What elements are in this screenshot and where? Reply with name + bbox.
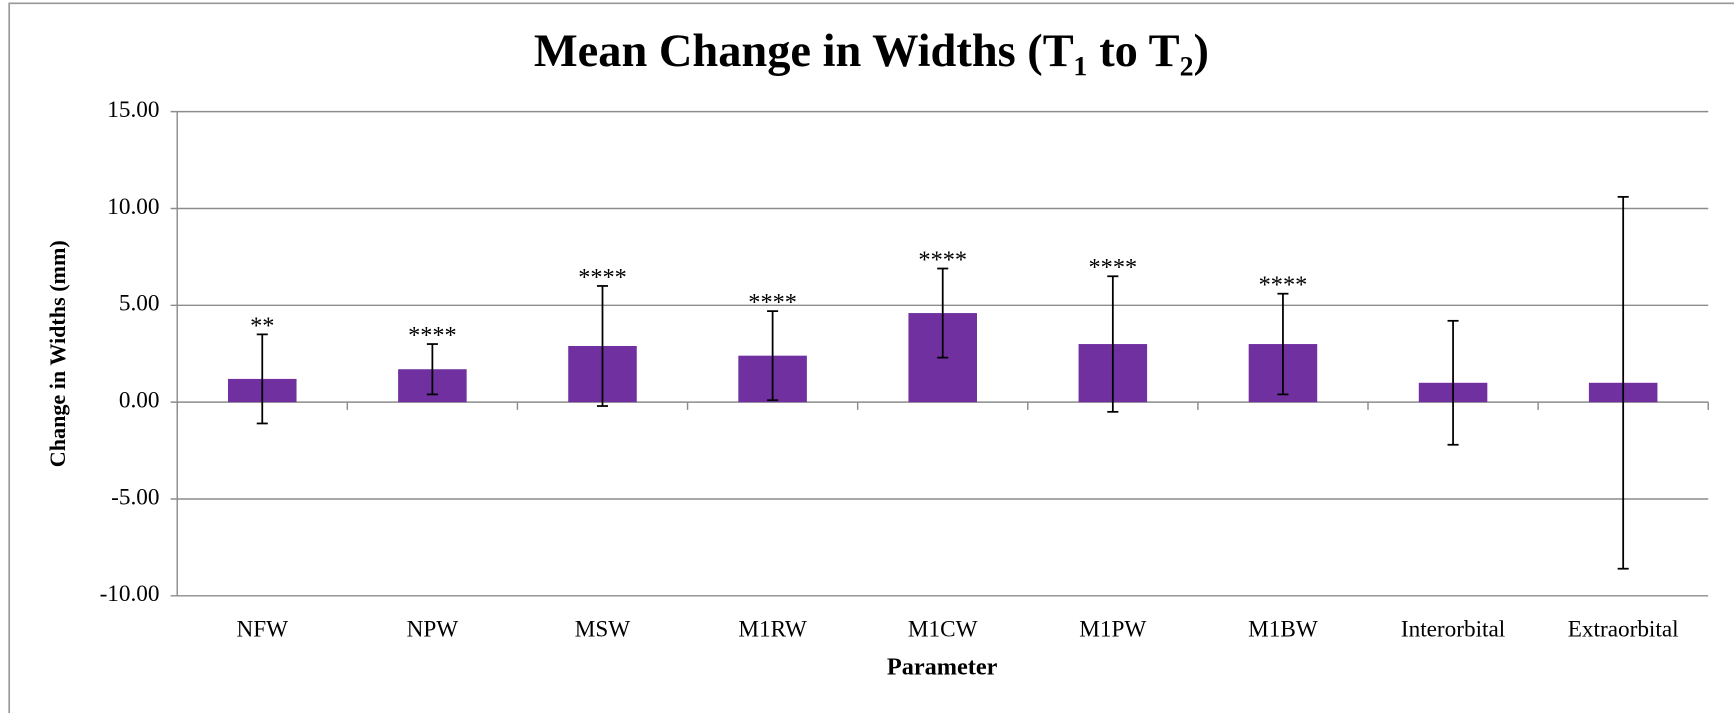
significance-label: ****	[578, 264, 627, 291]
error-bar	[1277, 292, 1289, 396]
y-tick-label: 0.00	[119, 387, 160, 413]
x-tick-label: M1BW	[1248, 617, 1318, 643]
y-tick-label: 15.00	[107, 97, 159, 123]
x-tick-label: NPW	[407, 617, 459, 643]
significance-label: ****	[918, 246, 967, 273]
error-bar	[256, 333, 268, 425]
x-tick-label: M1CW	[908, 617, 978, 643]
y-tick-label: 10.00	[107, 194, 159, 220]
significance-label: ****	[1089, 254, 1138, 281]
x-tick-label: M1PW	[1079, 617, 1146, 643]
error-bar	[1617, 195, 1629, 570]
x-tick-label: Interorbital	[1401, 617, 1505, 643]
x-tick-label: NFW	[236, 617, 288, 643]
chart-title: Mean Change in Widths (T₁ to T₂)	[534, 26, 1209, 77]
significance-label: ****	[1259, 272, 1308, 299]
x-tick-label: Extraorbital	[1568, 617, 1679, 643]
error-bar	[1107, 275, 1119, 413]
significance-label: ****	[408, 322, 457, 349]
error-bar	[596, 285, 609, 407]
significance-label: ****	[748, 289, 797, 316]
y-tick-label: -10.00	[100, 581, 160, 607]
chart-border	[8, 2, 1734, 718]
x-tick-label: M1RW	[738, 617, 806, 643]
y-tick-label: -5.00	[111, 484, 159, 510]
y-tick-label: 5.00	[119, 291, 160, 317]
error-bar	[937, 267, 949, 359]
error-bar	[767, 310, 779, 402]
significance-label: **	[250, 312, 274, 339]
error-bar	[426, 343, 438, 396]
error-bar	[1447, 319, 1459, 446]
y-axis-label: Change in Widths (mm)	[45, 240, 70, 467]
x-axis-label: Parameter	[887, 653, 998, 680]
x-tick-label: MSW	[575, 617, 631, 643]
